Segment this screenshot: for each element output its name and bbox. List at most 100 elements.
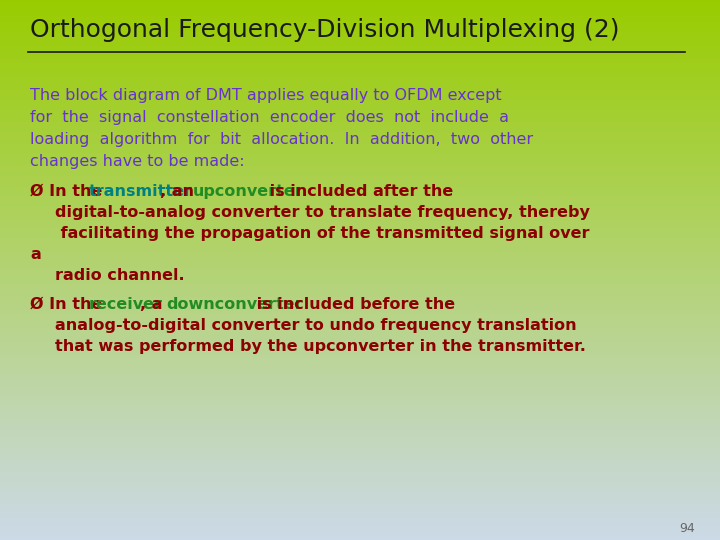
Bar: [0, 128, 720, 130]
Bar: [0, 5, 720, 7]
Bar: [0, 90, 720, 92]
Bar: [0, 455, 720, 457]
Text: is included after the: is included after the: [264, 184, 454, 199]
Bar: [0, 282, 720, 285]
Bar: [0, 347, 720, 349]
Bar: [0, 441, 720, 443]
Bar: [0, 178, 720, 180]
Bar: [0, 301, 720, 302]
Bar: [0, 371, 720, 373]
Bar: [0, 340, 720, 342]
Bar: [0, 353, 720, 355]
Bar: [0, 81, 720, 83]
Bar: [0, 393, 720, 394]
Bar: [0, 468, 720, 470]
Bar: [0, 482, 720, 484]
Bar: [0, 463, 720, 464]
Bar: [0, 486, 720, 488]
Bar: [0, 263, 720, 265]
Bar: [0, 461, 720, 463]
Bar: [0, 20, 720, 22]
Bar: [0, 430, 720, 432]
Bar: [0, 535, 720, 536]
Bar: [0, 525, 720, 528]
Bar: [0, 112, 720, 113]
Bar: [0, 293, 720, 295]
Bar: [0, 173, 720, 174]
Bar: [0, 49, 720, 50]
Bar: [0, 501, 720, 502]
Bar: [0, 400, 720, 401]
Bar: [0, 459, 720, 461]
Bar: [0, 434, 720, 436]
Text: Orthogonal Frequency-Division Multiplexing (2): Orthogonal Frequency-Division Multiplexi…: [30, 18, 619, 42]
Bar: [0, 221, 720, 223]
Text: facilitating the propagation of the transmitted signal over: facilitating the propagation of the tran…: [55, 226, 590, 241]
Bar: [0, 261, 720, 263]
Bar: [0, 12, 720, 15]
Bar: [0, 324, 720, 326]
Bar: [0, 23, 720, 25]
Text: digital-to-analog converter to translate frequency, thereby: digital-to-analog converter to translate…: [55, 205, 590, 220]
Text: receiver: receiver: [89, 297, 163, 312]
Bar: [0, 484, 720, 486]
Bar: [0, 513, 720, 515]
Bar: [0, 417, 720, 420]
Bar: [0, 72, 720, 74]
Bar: [0, 502, 720, 504]
Bar: [0, 266, 720, 268]
Bar: [0, 74, 720, 76]
Bar: [0, 405, 720, 407]
Bar: [0, 407, 720, 409]
Bar: [0, 76, 720, 77]
Bar: [0, 88, 720, 90]
Bar: [0, 232, 720, 234]
Bar: [0, 189, 720, 191]
Bar: [0, 490, 720, 491]
Bar: [0, 25, 720, 27]
Bar: [0, 63, 720, 65]
Text: changes have to be made:: changes have to be made:: [30, 154, 245, 169]
Bar: [0, 346, 720, 347]
Bar: [0, 498, 720, 501]
Bar: [0, 349, 720, 351]
Bar: [0, 115, 720, 117]
Bar: [0, 387, 720, 389]
Bar: [0, 15, 720, 16]
Bar: [0, 65, 720, 66]
Bar: [0, 250, 720, 252]
Text: is included before the: is included before the: [251, 297, 455, 312]
Bar: [0, 436, 720, 437]
Bar: [0, 466, 720, 468]
Bar: [0, 376, 720, 378]
Bar: [0, 16, 720, 18]
Bar: [0, 77, 720, 79]
Bar: [0, 155, 720, 157]
Bar: [0, 214, 720, 216]
Bar: [0, 414, 720, 416]
Text: analog-to-digital converter to undo frequency translation: analog-to-digital converter to undo freq…: [55, 318, 577, 333]
Bar: [0, 286, 720, 288]
Bar: [0, 518, 720, 520]
Text: , an: , an: [160, 184, 199, 199]
Bar: [0, 198, 720, 200]
Bar: [0, 358, 720, 360]
Bar: [0, 288, 720, 290]
Bar: [0, 275, 720, 277]
Bar: [0, 356, 720, 358]
Bar: [0, 281, 720, 282]
Bar: [0, 2, 720, 4]
Bar: [0, 196, 720, 198]
Bar: [0, 39, 720, 42]
Text: loading  algorithm  for  bit  allocation.  In  addition,  two  other: loading algorithm for bit allocation. In…: [30, 132, 533, 147]
Bar: [0, 43, 720, 45]
Text: that was performed by the upconverter in the transmitter.: that was performed by the upconverter in…: [55, 339, 586, 354]
Bar: [0, 9, 720, 11]
Bar: [0, 52, 720, 54]
Bar: [0, 481, 720, 482]
Bar: [0, 385, 720, 387]
Bar: [0, 123, 720, 124]
Bar: [0, 110, 720, 112]
Bar: [0, 104, 720, 106]
Bar: [0, 285, 720, 286]
